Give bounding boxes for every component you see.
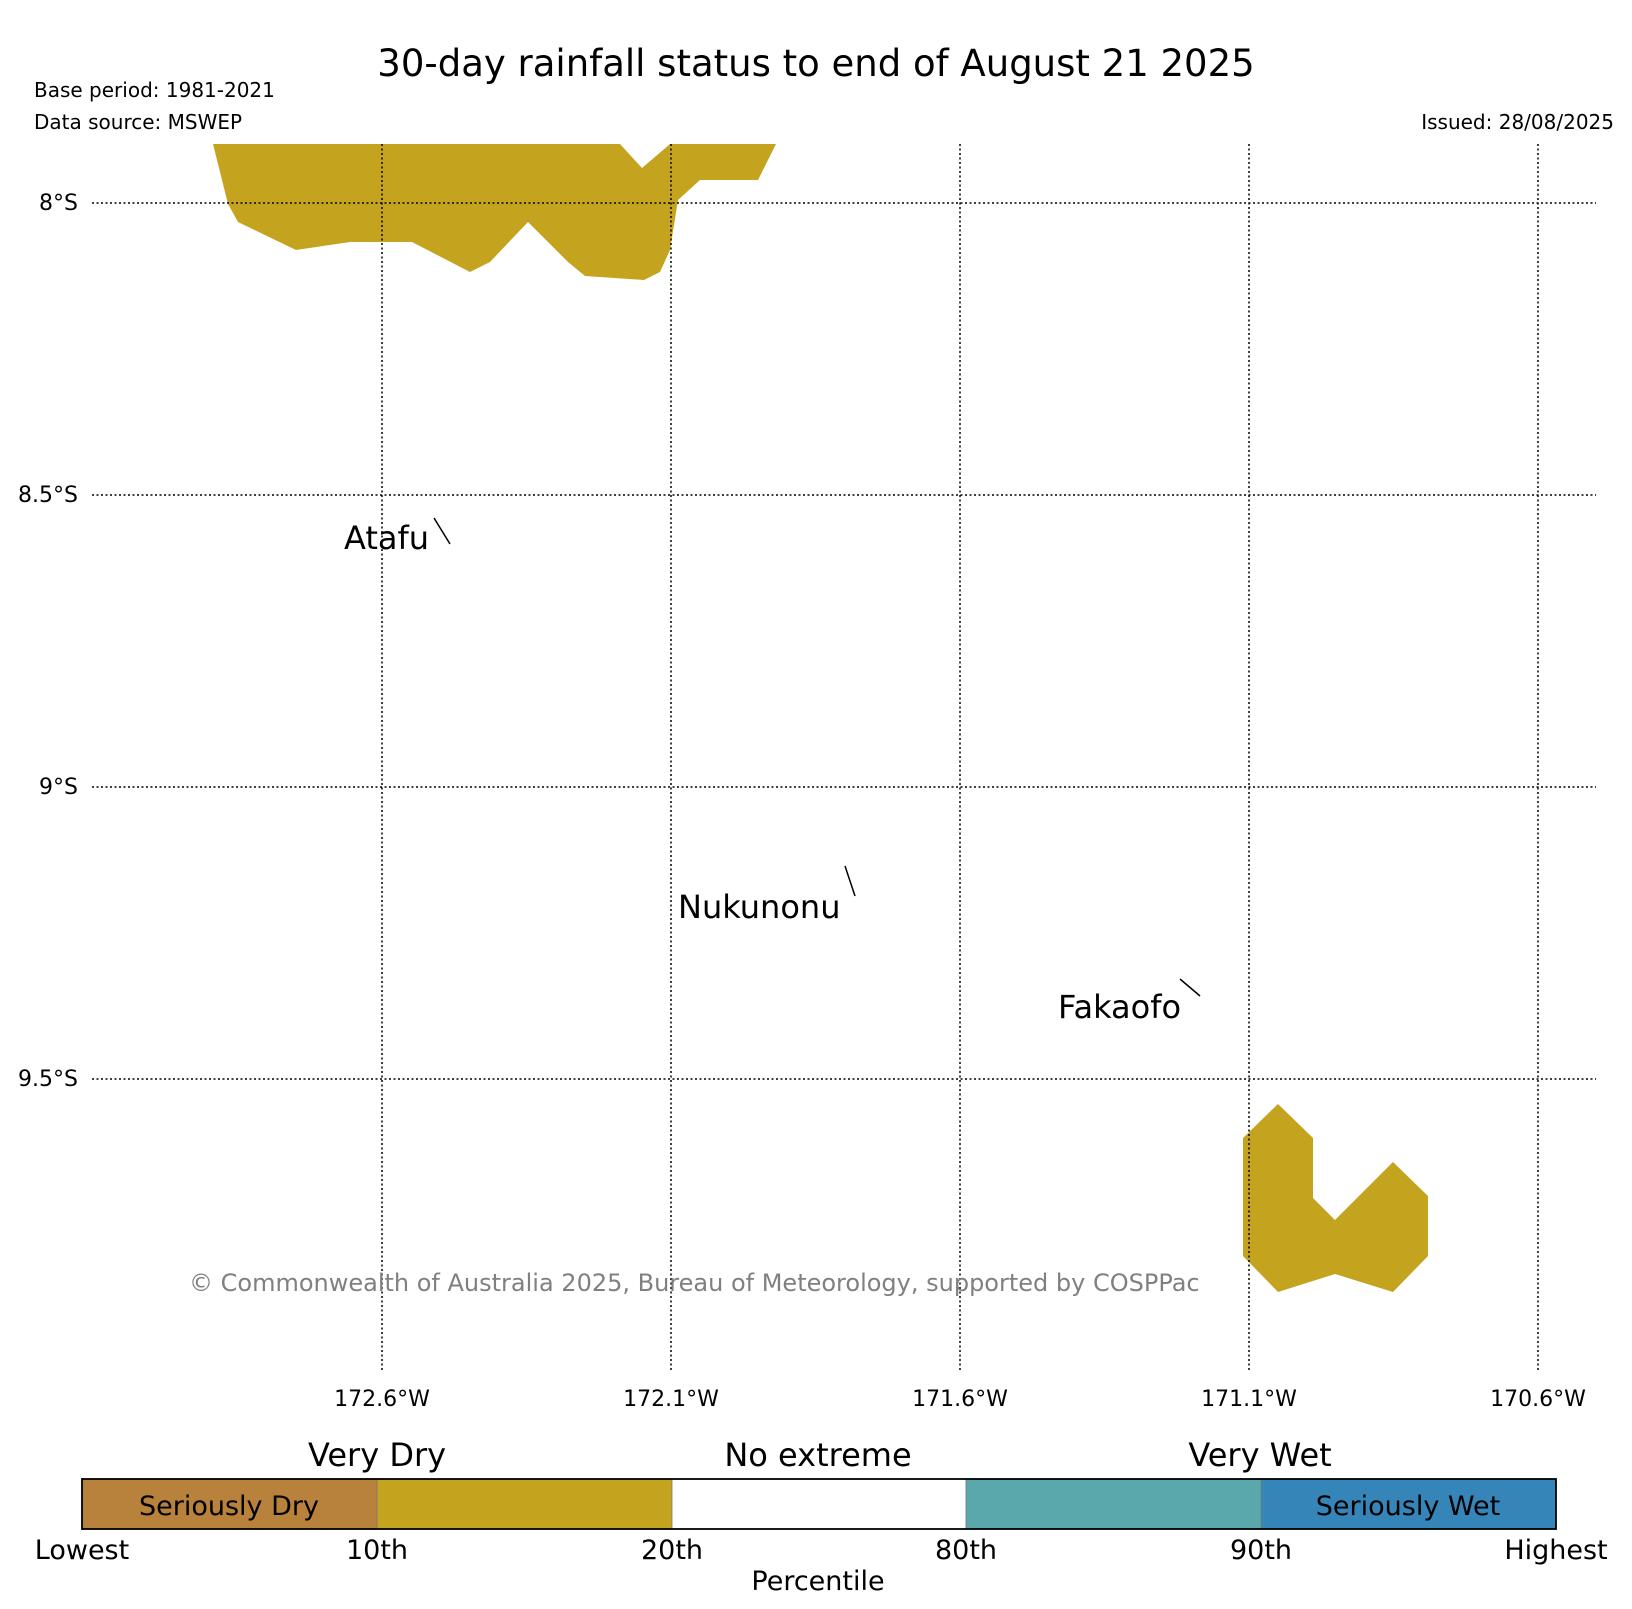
atoll-outlines: [433, 517, 1201, 997]
legend-color-bar: [81, 1478, 1557, 1530]
legend-label-seriously-dry: Seriously Dry: [139, 1491, 319, 1522]
legend-category-very-wet: Very Wet: [1188, 1436, 1331, 1474]
copyright-text: © Commonwealth of Australia 2025, Bureau…: [189, 1269, 1200, 1297]
lon-label-170-6: 170.6°W: [1490, 1387, 1586, 1412]
lat-label-9: 9°S: [39, 775, 78, 800]
legend-tick-highest: Highest: [1504, 1535, 1607, 1566]
lon-label-171-1: 171.1°W: [1201, 1387, 1297, 1412]
legend-segment-seriously-dry: [82, 1479, 377, 1529]
lat-label-9-5: 9.5°S: [18, 1067, 78, 1092]
very-dry-region-southeast: [1243, 1104, 1428, 1292]
legend-segment-very-wet: [966, 1479, 1261, 1529]
legend-segment-no-extreme: [672, 1479, 966, 1529]
place-label-nukunonu: Nukunonu: [678, 888, 840, 926]
lon-label-171-6: 171.6°W: [912, 1387, 1008, 1412]
legend-category-very-dry: Very Dry: [308, 1436, 446, 1474]
legend-tick-80th: 80th: [935, 1535, 997, 1566]
map-title: 30-day rainfall status to end of August …: [377, 42, 1255, 85]
data-source-text: Data source: MSWEP: [34, 110, 243, 134]
very-dry-region-north: [213, 144, 776, 280]
legend-tick-20th: 20th: [641, 1535, 703, 1566]
lon-label-172-6: 172.6°W: [334, 1387, 430, 1412]
lat-label-8: 8°S: [39, 191, 78, 216]
lon-label-172-1: 172.1°W: [623, 1387, 719, 1412]
issued-date-text: Issued: 28/08/2025: [1421, 110, 1614, 134]
legend-tick-90th: 90th: [1230, 1535, 1292, 1566]
atafu-atoll-outline: [433, 517, 451, 545]
legend-segment-very-dry: [377, 1479, 672, 1529]
place-label-fakaofo: Fakaofo: [1058, 988, 1181, 1026]
map-gridlines: [92, 144, 1596, 1372]
legend-tick-10th: 10th: [346, 1535, 408, 1566]
legend-label-seriously-wet: Seriously Wet: [1316, 1491, 1500, 1522]
legend-axis-label: Percentile: [751, 1566, 884, 1597]
legend-segment-seriously-wet: [1261, 1479, 1556, 1529]
legend-category-no-extreme: No extreme: [724, 1436, 911, 1474]
legend-tick-lowest: Lowest: [35, 1535, 129, 1566]
base-period-text: Base period: 1981-2021: [34, 78, 275, 102]
fakaofo-atoll-outline: [1179, 978, 1201, 997]
place-label-atafu: Atafu: [344, 519, 429, 557]
nukunonu-atoll-outline: [844, 865, 856, 897]
lat-label-8-5: 8.5°S: [18, 483, 78, 508]
